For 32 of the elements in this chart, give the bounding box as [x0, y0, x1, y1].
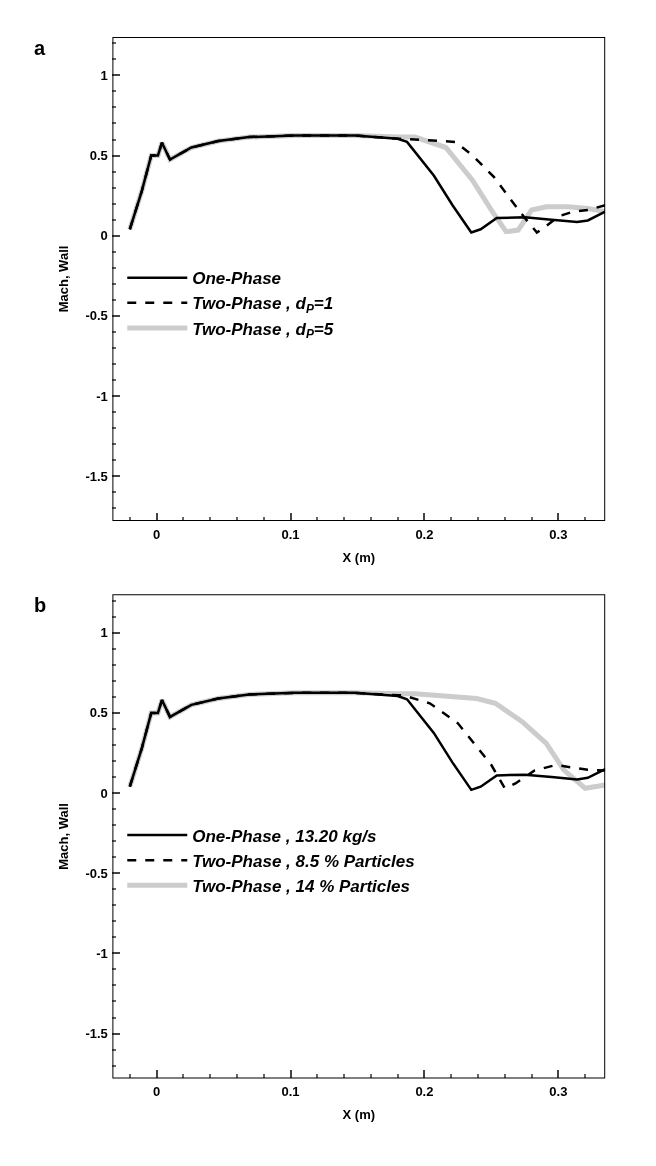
x-tick-label: 0.3: [549, 1084, 568, 1100]
x-tick-label: 0.3: [549, 526, 568, 542]
x-tick-label: 0.1: [281, 526, 300, 542]
y-tick-label: -1: [96, 945, 108, 961]
y-axis-title: Mach, Wall: [55, 803, 71, 870]
y-tick-label: 0.5: [89, 148, 108, 164]
y-tick-label: 0.5: [89, 705, 108, 721]
legend-label: Two-Phase , d$_{P}$=1: [192, 294, 334, 317]
y-tick-label: 0: [100, 228, 108, 244]
legend-label: One-Phase: [192, 269, 282, 289]
y-tick-label: 1: [100, 67, 108, 83]
x-tick-label: 0.2: [415, 526, 434, 542]
x-tick-label: 0: [152, 526, 161, 542]
x-tick-label: 0.1: [281, 1084, 300, 1100]
y-tick-label: -1: [96, 388, 108, 404]
x-tick-label: 0.2: [415, 1084, 434, 1100]
legend-label: Two-Phase , d$_{P}$=5: [192, 319, 334, 342]
x-axis-title: X (m): [342, 549, 376, 565]
text: b: [34, 594, 47, 616]
legend-label: One-Phase , 13.20 kg/s: [192, 826, 377, 846]
y-tick-label: -0.5: [85, 308, 108, 324]
x-tick-label: 0: [152, 1084, 161, 1100]
legend-label: Two-Phase , 8.5 % Particles: [192, 851, 415, 871]
y-tick-label: -1.5: [85, 1026, 108, 1042]
x-axis-title: X (m): [342, 1107, 376, 1123]
y-tick-label: -0.5: [85, 865, 108, 881]
y-tick-label: -1.5: [85, 468, 108, 484]
legend-label: Two-Phase , 14 % Particles: [192, 876, 410, 896]
y-tick-label: 0: [100, 785, 108, 801]
y-tick-label: 1: [100, 625, 108, 641]
text: a: [34, 37, 46, 59]
y-axis-title: Mach, Wall: [55, 245, 71, 313]
